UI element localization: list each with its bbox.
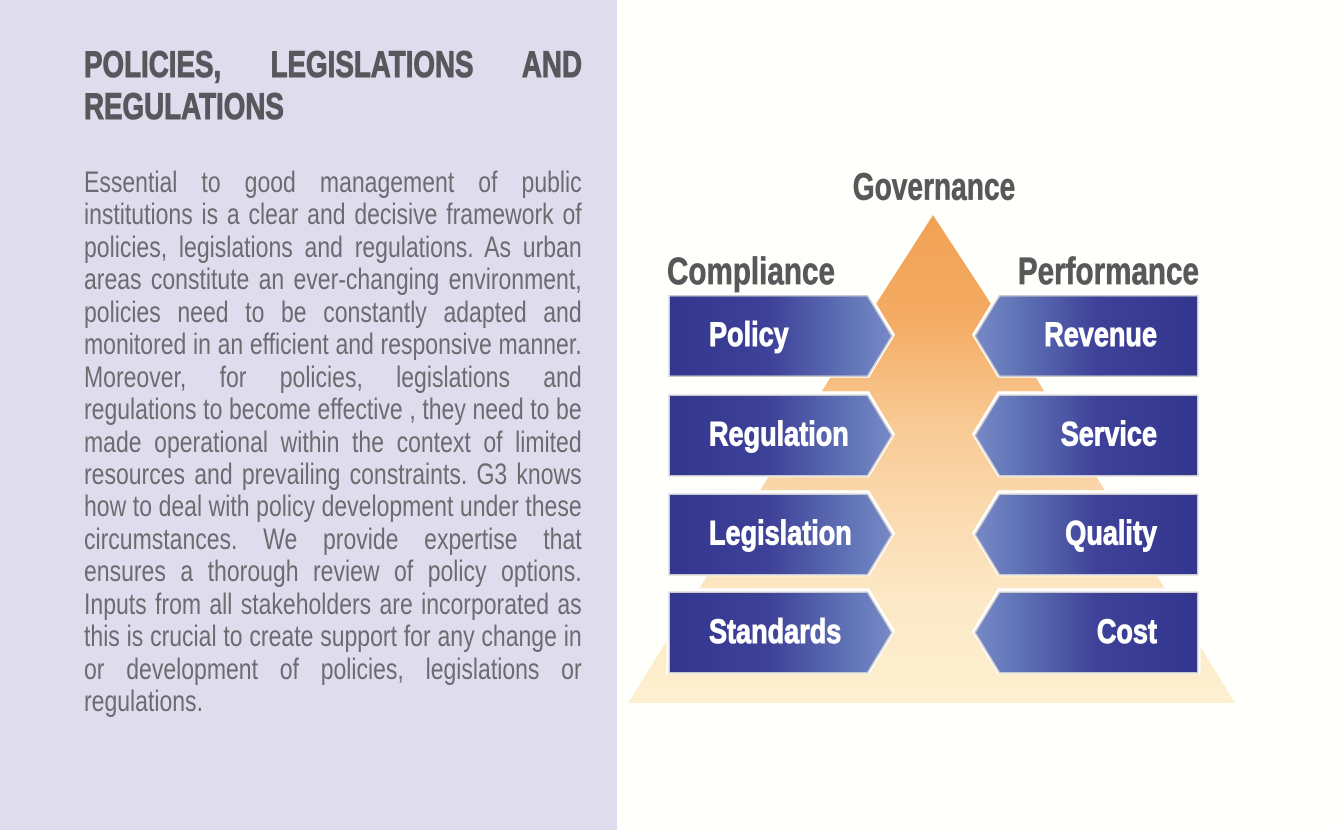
svg-text:Standards: Standards [709,612,841,651]
svg-text:Quality: Quality [1065,513,1157,552]
svg-text:Compliance: Compliance [667,251,835,293]
svg-text:Legislation: Legislation [709,513,852,552]
svg-text:Regulation: Regulation [709,414,849,453]
svg-text:Cost: Cost [1097,612,1157,651]
svg-text:Service: Service [1061,414,1157,453]
svg-text:Policy: Policy [709,315,789,354]
svg-text:Governance: Governance [853,167,1015,209]
svg-text:Revenue: Revenue [1044,315,1157,354]
svg-text:Performance: Performance [1018,251,1199,293]
